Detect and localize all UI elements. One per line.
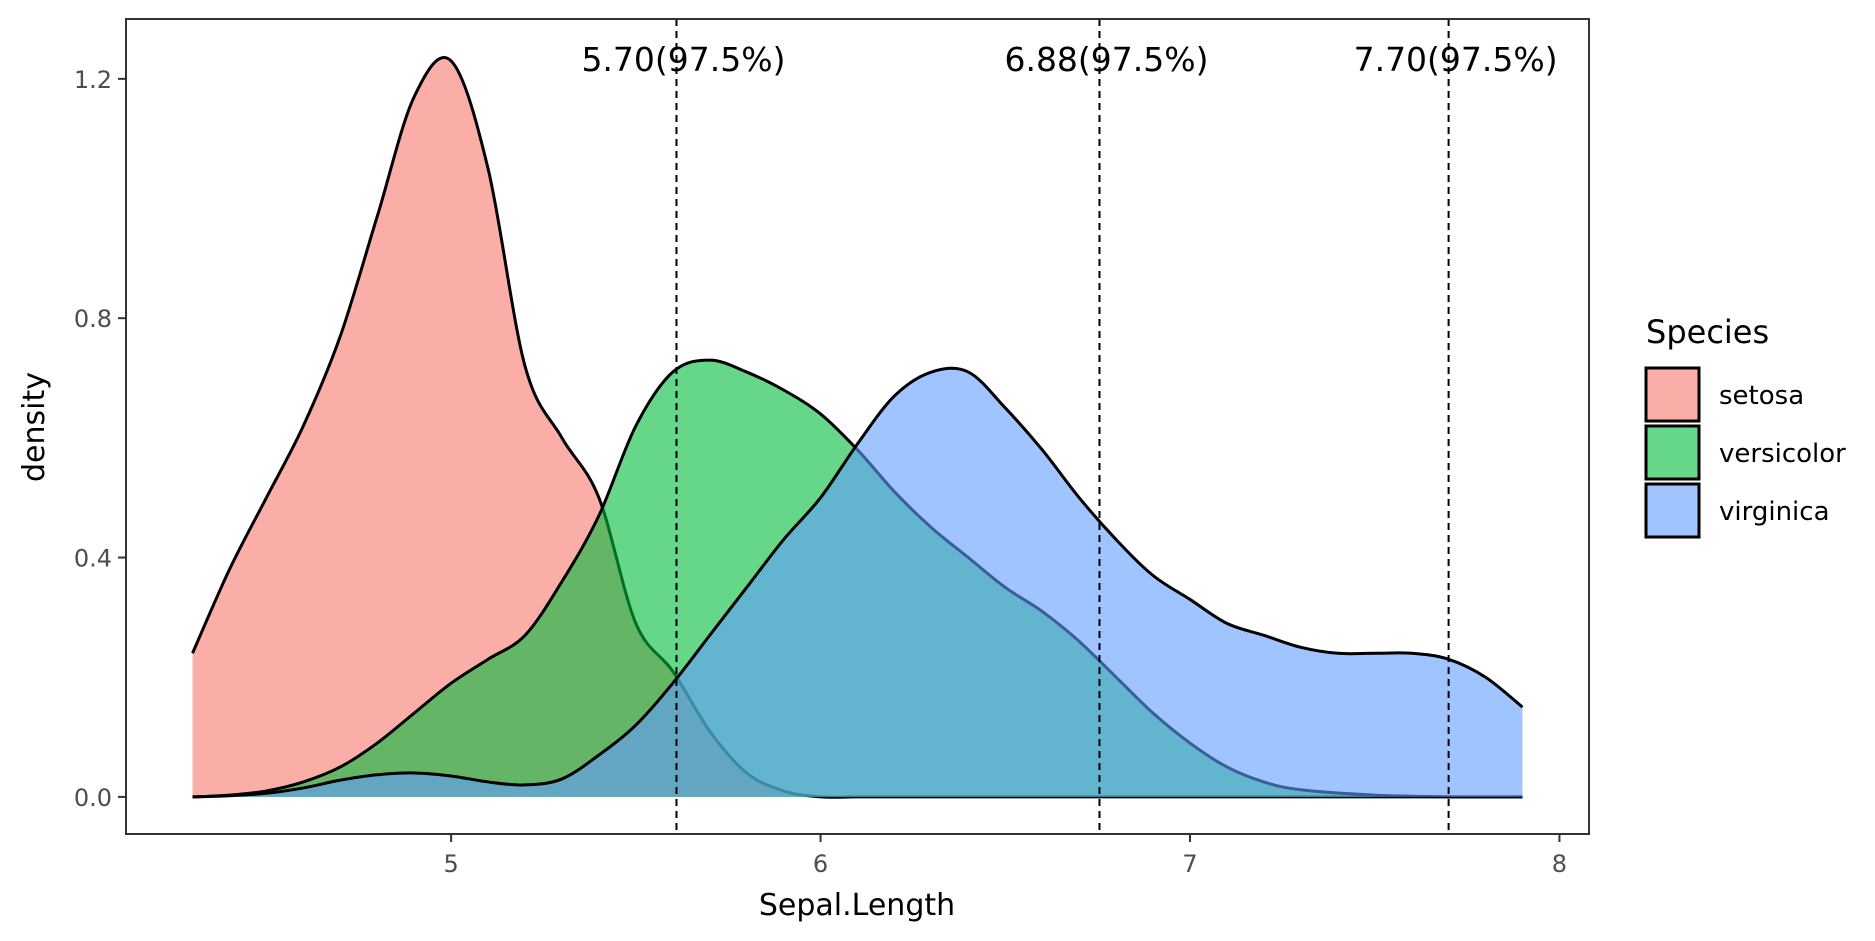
x-tick-label: 6	[813, 850, 828, 878]
x-axis: 5 6 7 8	[443, 834, 1567, 878]
reference-line-label-3: 7.70(97.5%)	[1354, 40, 1558, 79]
x-tick-label: 5	[443, 850, 458, 878]
legend: Species setosa versicolor virginica	[1644, 313, 1846, 539]
y-tick-label: 0.4	[74, 545, 112, 573]
y-tick-label: 0.0	[74, 784, 112, 812]
y-axis-title: density	[17, 372, 52, 482]
x-tick-label: 8	[1552, 850, 1567, 878]
plot-panel-border	[125, 18, 1590, 835]
x-axis-title: Sepal.Length	[759, 888, 955, 923]
density-area-setosa	[192, 57, 1523, 798]
legend-key-setosa	[1644, 366, 1701, 423]
y-tick-label: 1.2	[74, 66, 112, 94]
legend-key-versicolor	[1644, 424, 1701, 481]
legend-items: setosa versicolor virginica	[1644, 366, 1846, 539]
reference-line-label-2: 6.88(97.5%)	[1004, 40, 1208, 79]
legend-label-versicolor: versicolor	[1719, 439, 1846, 469]
legend-label-virginica: virginica	[1719, 497, 1830, 527]
density-areas	[191, 56, 1524, 799]
legend-key-virginica	[1644, 482, 1701, 539]
density-line-virginica	[192, 366, 1524, 799]
legend-title: Species	[1646, 313, 1769, 351]
x-tick-label: 7	[1182, 850, 1197, 878]
y-tick-label: 0.8	[74, 305, 112, 333]
legend-label-setosa: setosa	[1719, 381, 1804, 411]
density-area-virginica	[192, 368, 1523, 797]
annotations: 5.70(97.5%) 6.88(97.5%) 7.70(97.5%)	[581, 40, 1557, 79]
y-axis: 0.0 0.4 0.8 1.2	[74, 66, 126, 812]
reference-lines	[675, 19, 1450, 834]
reference-line-label-1: 5.70(97.5%)	[581, 40, 785, 79]
